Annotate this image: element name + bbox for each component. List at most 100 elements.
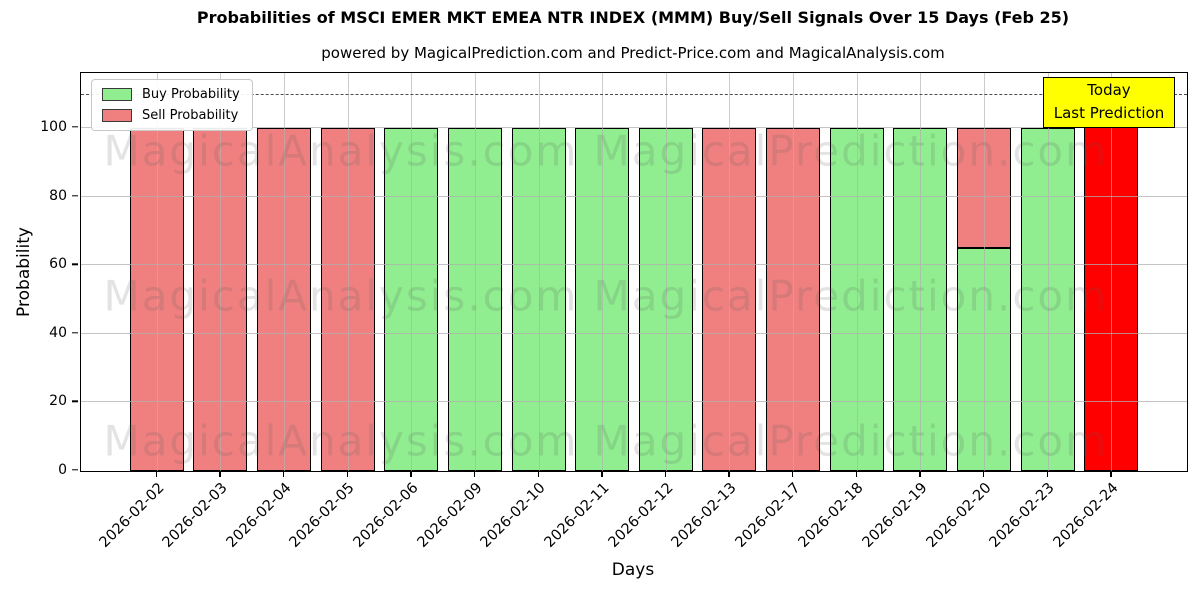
- watermark-text: MagicalPrediction.com: [593, 126, 1109, 176]
- vertical-gridline: [729, 73, 731, 471]
- bar-slot-2026-02-03: [189, 73, 253, 471]
- bar-slot-2026-02-17: [761, 73, 825, 471]
- x-tick-mark: [473, 471, 476, 477]
- vertical-gridline: [474, 73, 476, 471]
- horizontal-gridline-20: [81, 401, 1187, 403]
- vertical-gridline: [1047, 73, 1049, 471]
- chart-title: Probabilities of MSCI EMER MKT EMEA NTR …: [196, 8, 1070, 27]
- bar-slot-2026-02-09: [443, 73, 507, 471]
- x-tick-mark: [728, 471, 730, 477]
- x-tick-2026-02-06: 2026-02-06: [351, 470, 443, 570]
- legend-label-buy: Buy Probability: [142, 87, 240, 102]
- bar-slot-2026-02-02: [125, 73, 189, 471]
- x-tick-2026-02-19: 2026-02-19: [860, 470, 952, 570]
- y-tick-label-100: 100: [40, 118, 67, 135]
- x-tick-2026-02-11: 2026-02-11: [542, 470, 633, 570]
- dashed-guide-line: [81, 93, 1187, 95]
- x-tick-mark: [219, 471, 221, 477]
- x-tick-2026-02-09: 2026-02-09: [414, 470, 506, 570]
- vertical-gridline: [602, 73, 604, 471]
- x-tick-mark: [664, 471, 667, 477]
- x-tick-mark: [410, 471, 412, 477]
- y-tick-mark: [72, 263, 78, 265]
- vertical-gridline: [1111, 73, 1113, 471]
- y-tick-mark: [72, 332, 78, 334]
- vertical-gridline: [156, 73, 158, 471]
- x-tick-label: 2026-02-02: [96, 480, 168, 551]
- bar-slot-2026-02-23: [1016, 73, 1080, 471]
- bar-slot-2026-02-13: [698, 73, 762, 471]
- vertical-gridline: [347, 73, 349, 471]
- x-tick-2026-02-02: 2026-02-02: [96, 470, 188, 570]
- x-tick-mark: [855, 471, 858, 477]
- bar-slot-2026-02-11: [570, 73, 634, 471]
- watermark-text: MagicalAnalysis.com: [103, 126, 579, 176]
- x-tick-2026-02-04: 2026-02-04: [223, 470, 315, 570]
- legend-item-sell: Sell Probability: [102, 108, 240, 123]
- x-tick-2026-02-05: 2026-02-05: [287, 470, 379, 570]
- chart-subtitle: powered by MagicalPrediction.com and Pre…: [321, 44, 945, 62]
- watermark-text: MagicalAnalysis.com: [103, 416, 579, 466]
- bar-slot-2026-02-20: [952, 73, 1016, 471]
- x-tick-mark: [283, 471, 285, 477]
- x-tick-mark: [919, 471, 921, 477]
- x-tick-2026-02-12: 2026-02-12: [605, 470, 697, 570]
- watermark-text: MagicalPrediction.com: [593, 416, 1109, 466]
- vertical-gridline: [983, 73, 985, 471]
- plot-area: MagicalAnalysis.com MagicalPrediction.com…: [80, 72, 1188, 472]
- vertical-gridline: [920, 73, 922, 471]
- legend-label-sell: Sell Probability: [142, 108, 239, 123]
- bar-slot-2026-02-04: [252, 73, 316, 471]
- x-tick-2026-02-23: 2026-02-23: [987, 470, 1079, 570]
- x-tick-mark: [792, 471, 794, 477]
- vertical-gridline: [856, 73, 858, 471]
- bar-slot-2026-02-24: [1079, 73, 1143, 471]
- bars-container: [81, 73, 1187, 471]
- sell-swatch: [102, 109, 132, 122]
- bar-slot-2026-02-10: [507, 73, 571, 471]
- x-tick-mark: [982, 471, 985, 477]
- legend-item-buy: Buy Probability: [102, 87, 240, 102]
- x-axis-ticks: 2026-02-02 2026-02-03 2026-02-04 2026-02-05…: [80, 470, 1186, 570]
- bar-slot-2026-02-18: [825, 73, 889, 471]
- x-tick-2026-02-24: 2026-02-24: [1051, 470, 1142, 570]
- vertical-gridline: [793, 73, 795, 471]
- x-tick-2026-02-13: 2026-02-13: [669, 470, 761, 570]
- y-axis-ticks: 0 20 40 60 80 100: [0, 72, 79, 478]
- x-tick-mark: [346, 471, 349, 477]
- x-tick-mark: [1046, 471, 1048, 477]
- horizontal-gridline-60: [81, 264, 1187, 266]
- annotation-line1: Today: [1087, 81, 1131, 99]
- horizontal-gridline-80: [81, 195, 1187, 197]
- x-tick-2026-02-17: 2026-02-17: [732, 470, 824, 570]
- x-axis-label: Days: [611, 560, 655, 580]
- vertical-gridline: [220, 73, 222, 471]
- y-tick-mark: [72, 400, 78, 403]
- x-tick-mark: [1110, 471, 1112, 477]
- buy-swatch: [102, 88, 132, 101]
- x-tick-mark: [537, 471, 539, 477]
- watermark-text: MagicalPrediction.com: [593, 271, 1109, 321]
- y-tick-label-60: 60: [49, 256, 67, 273]
- annotation-line2: Last Prediction: [1053, 104, 1165, 123]
- x-tick-2026-02-03: 2026-02-03: [160, 470, 252, 570]
- legend: Buy Probability Sell Probability: [91, 79, 253, 131]
- x-tick-2026-02-20: 2026-02-20: [923, 470, 1015, 570]
- today-annotation: Today Last Prediction: [1043, 77, 1175, 128]
- vertical-gridline: [284, 73, 286, 471]
- watermark-text: MagicalAnalysis.com: [103, 271, 579, 321]
- bar-slot-2026-02-12: [634, 73, 698, 471]
- x-tick-mark: [155, 471, 158, 477]
- horizontal-gridline-40: [81, 332, 1187, 334]
- vertical-gridline: [665, 73, 667, 471]
- bar-slot-2026-02-05: [316, 73, 380, 471]
- x-tick-mark: [601, 471, 603, 477]
- y-tick-label-20: 20: [49, 393, 67, 410]
- x-tick-2026-02-18: 2026-02-18: [796, 470, 888, 570]
- y-tick-mark: [72, 194, 78, 197]
- bar-slot-2026-02-06: [380, 73, 444, 471]
- y-tick-label-80: 80: [49, 187, 67, 204]
- bar-slot-2026-02-19: [889, 73, 953, 471]
- x-tick-2026-02-10: 2026-02-10: [478, 470, 570, 570]
- vertical-gridline: [538, 73, 540, 471]
